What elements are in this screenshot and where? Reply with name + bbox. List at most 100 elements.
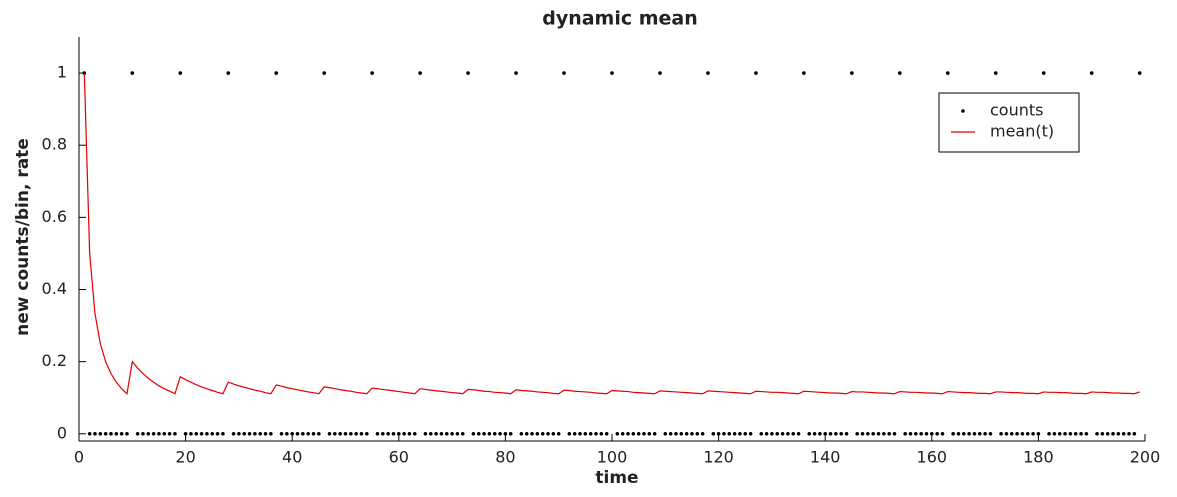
count-dot (647, 431, 652, 436)
count-dot (492, 431, 497, 436)
count-dot (1057, 431, 1062, 436)
count-dot (1063, 431, 1067, 436)
count-dot (700, 431, 705, 436)
count-dot (732, 431, 737, 436)
count-dot (834, 431, 838, 436)
count-dot (1015, 431, 1019, 436)
count-dot (738, 431, 742, 436)
count-dot (882, 431, 886, 436)
y-tick-label: 1 (57, 63, 67, 82)
count-dot (205, 431, 209, 436)
count-dot (450, 431, 454, 436)
count-dot (871, 431, 875, 436)
count-dot (706, 71, 710, 75)
count-dot (807, 431, 812, 436)
count-dot (274, 71, 279, 75)
count-dot (540, 431, 545, 436)
legend-marker (961, 109, 965, 113)
y-tick-label: 0.6 (42, 207, 67, 226)
count-dot (610, 71, 614, 75)
count-dot (892, 431, 897, 436)
count-dot (333, 431, 337, 436)
count-dot (930, 431, 934, 436)
count-dot (658, 71, 662, 75)
count-dot (1031, 431, 1035, 436)
count-dot (1116, 431, 1121, 436)
count-dot (354, 431, 358, 436)
count-dot (290, 431, 295, 436)
count-dot (109, 431, 113, 436)
count-dot (338, 431, 342, 436)
count-dot (487, 431, 492, 436)
count-dot (642, 431, 646, 436)
count-dot (279, 431, 284, 436)
count-dot (903, 431, 907, 436)
x-tick-label: 200 (1130, 448, 1161, 467)
count-dot (327, 431, 332, 436)
count-dot (412, 431, 417, 436)
count-dot (1100, 431, 1105, 436)
count-dot (423, 431, 428, 436)
count-dot (226, 71, 231, 75)
count-dot (258, 431, 263, 436)
count-dot (743, 431, 748, 436)
y-tick-label: 0.4 (42, 279, 67, 298)
count-dot (269, 431, 273, 436)
count-dot (823, 431, 827, 436)
count-dot (317, 431, 321, 436)
count-dot (860, 431, 865, 436)
legend-label: counts (990, 101, 1043, 120)
y-tick-label: 0 (57, 423, 67, 442)
x-tick-label: 60 (389, 448, 409, 467)
count-dot (668, 431, 673, 436)
count-dot (455, 431, 460, 436)
count-dot (1111, 431, 1115, 436)
count-dot (130, 71, 135, 75)
count-dot (87, 431, 92, 436)
count-dot (615, 431, 620, 436)
count-dot (1068, 431, 1073, 436)
count-dot (178, 71, 183, 75)
count-dot (418, 71, 422, 75)
count-dot (1084, 431, 1089, 436)
count-dot (162, 431, 167, 436)
count-dot (695, 431, 700, 436)
count-dot (977, 431, 982, 436)
count-dot (828, 431, 833, 436)
count-dot (684, 431, 689, 436)
count-dot (247, 431, 252, 436)
count-dot (93, 431, 97, 436)
count-dot (231, 431, 236, 436)
count-dot (253, 431, 257, 436)
count-dot (956, 431, 961, 436)
count-dot (237, 431, 241, 436)
count-dot (402, 431, 406, 436)
count-dot (1020, 431, 1025, 436)
count-dot (770, 431, 774, 436)
count-dot (620, 431, 625, 436)
count-dot (775, 431, 780, 436)
count-dot (945, 71, 950, 75)
count-dot (439, 431, 444, 436)
count-dot (434, 431, 438, 436)
count-dot (919, 431, 923, 436)
count-dot (791, 431, 796, 436)
count-dot (444, 431, 449, 436)
count-dot (476, 431, 481, 436)
count-dot (812, 431, 817, 436)
x-tick-label: 20 (175, 448, 195, 467)
x-tick-label: 140 (810, 448, 841, 467)
count-dot (999, 431, 1003, 436)
count-dot (594, 431, 598, 436)
count-dot (1073, 431, 1078, 436)
count-dot (1105, 431, 1110, 436)
chart-title: dynamic mean (542, 8, 698, 30)
count-dot (407, 431, 412, 436)
count-dot (887, 431, 891, 436)
count-dot (759, 431, 764, 436)
count-dot (652, 431, 657, 436)
count-dot (98, 431, 103, 436)
count-dot (1089, 71, 1094, 75)
count-dot (391, 431, 396, 436)
count-dot (818, 431, 822, 436)
